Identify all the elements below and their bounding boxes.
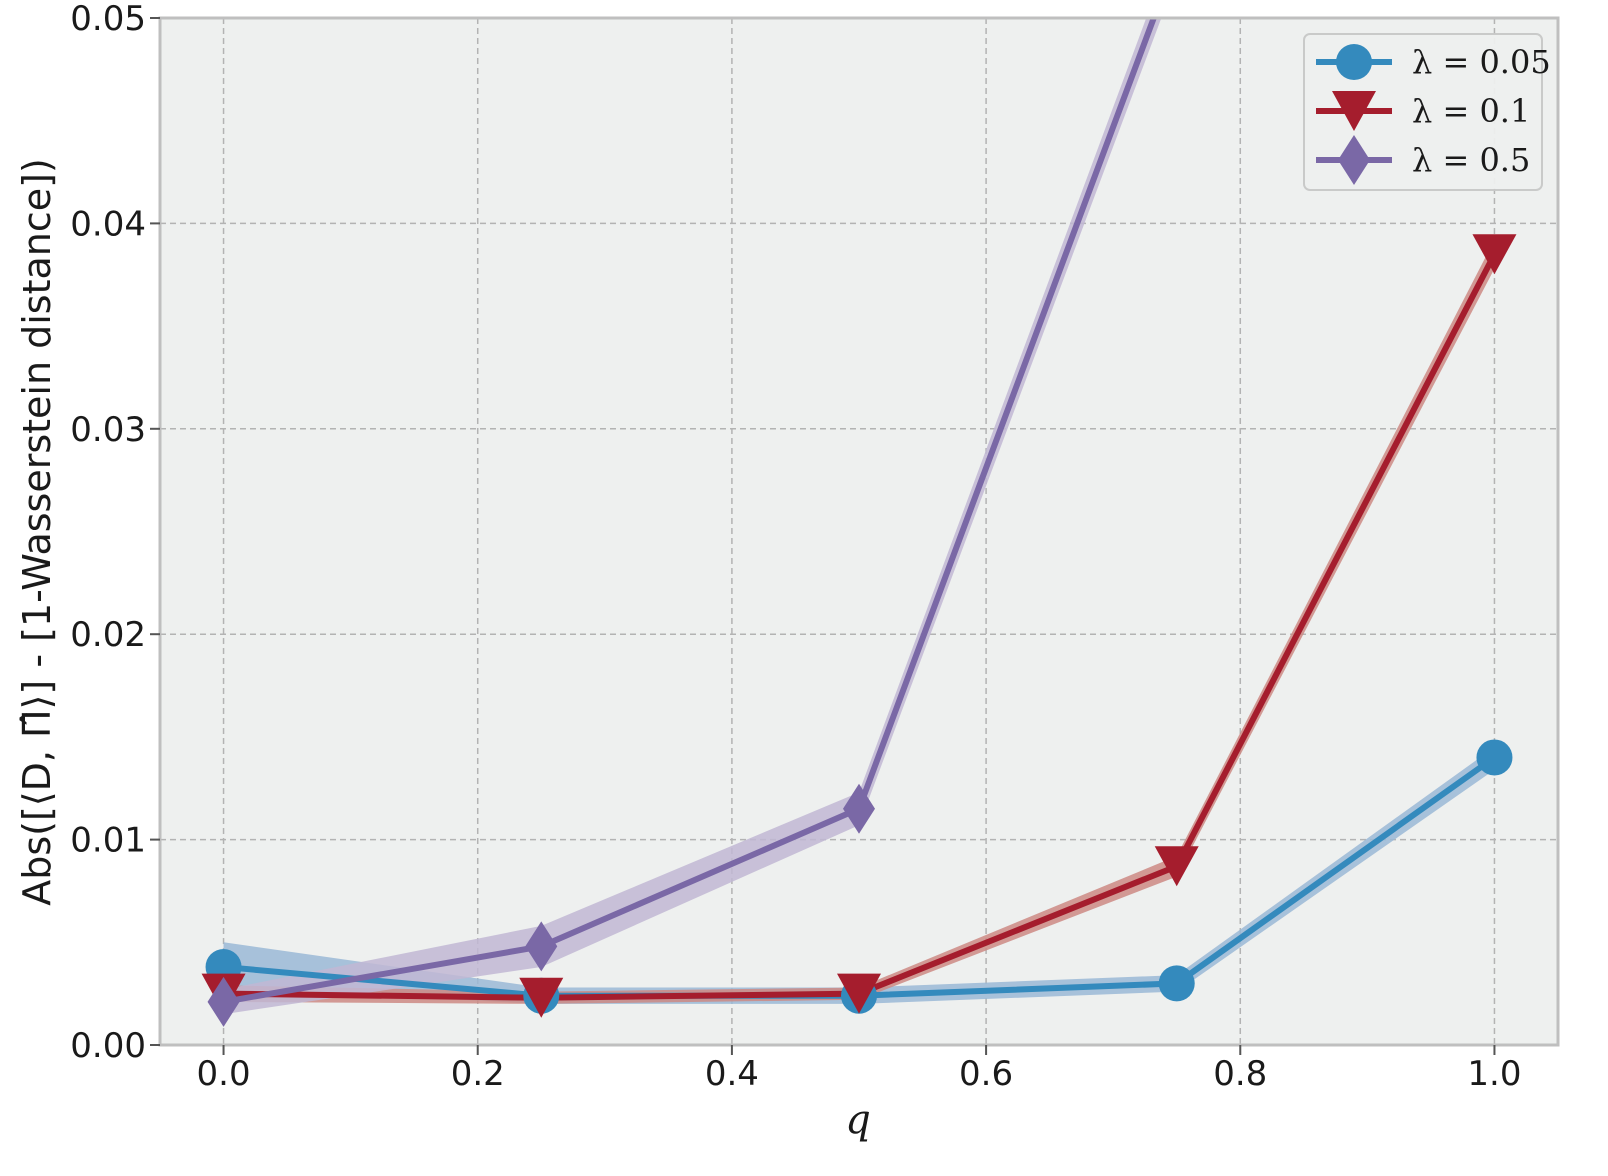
legend-marker <box>1332 91 1376 131</box>
legend-marker <box>1338 135 1370 185</box>
x-tick-label: 1.0 <box>1467 1054 1521 1094</box>
data-point <box>519 977 564 1018</box>
y-tick-label: 0.01 <box>70 821 146 861</box>
legend-label: λ = 0.5 <box>1412 141 1530 179</box>
legend-label: λ = 0.1 <box>1412 92 1530 130</box>
y-tick-label: 0.03 <box>70 410 146 450</box>
x-tick-label: 0.2 <box>451 1054 505 1094</box>
series-markers <box>201 234 1517 1027</box>
series-line <box>223 18 1157 1005</box>
data-point <box>1476 739 1513 776</box>
x-tick-label: 0.8 <box>1213 1054 1267 1094</box>
y-tick-label: 0.00 <box>70 1026 146 1066</box>
data-point <box>837 973 881 1014</box>
legend-marker <box>1336 44 1372 80</box>
plot-frame <box>158 16 1560 1047</box>
legend-label: λ = 0.05 <box>1412 43 1551 81</box>
legend: λ = 0.05 λ = 0.1 λ = 0.5 <box>1303 33 1551 191</box>
y-axis-label: Abs([⟨D, Π̂⟩] - [1-Wasserstein distance]… <box>15 158 59 906</box>
x-tick-label: 0.6 <box>959 1054 1013 1094</box>
data-point <box>843 783 875 834</box>
data-point <box>1472 234 1517 275</box>
data-point <box>1154 846 1199 887</box>
x-axis-label: q <box>845 1097 871 1143</box>
y-tick-label: 0.02 <box>70 615 146 655</box>
y-axis-ticks: 0.00 0.01 0.02 0.03 0.04 0.05 <box>70 0 160 1066</box>
x-tick-label: 0.4 <box>705 1054 759 1094</box>
x-tick-label: 0.0 <box>197 1054 251 1094</box>
y-tick-label: 0.04 <box>70 204 146 244</box>
y-tick-label: 0.05 <box>70 0 146 39</box>
data-point <box>207 976 240 1027</box>
data-point <box>1158 965 1195 1002</box>
data-point <box>525 921 558 972</box>
confidence-band <box>223 18 1162 1015</box>
x-axis-ticks: 0.0 0.2 0.4 0.6 0.8 1.0 <box>197 1045 1521 1094</box>
